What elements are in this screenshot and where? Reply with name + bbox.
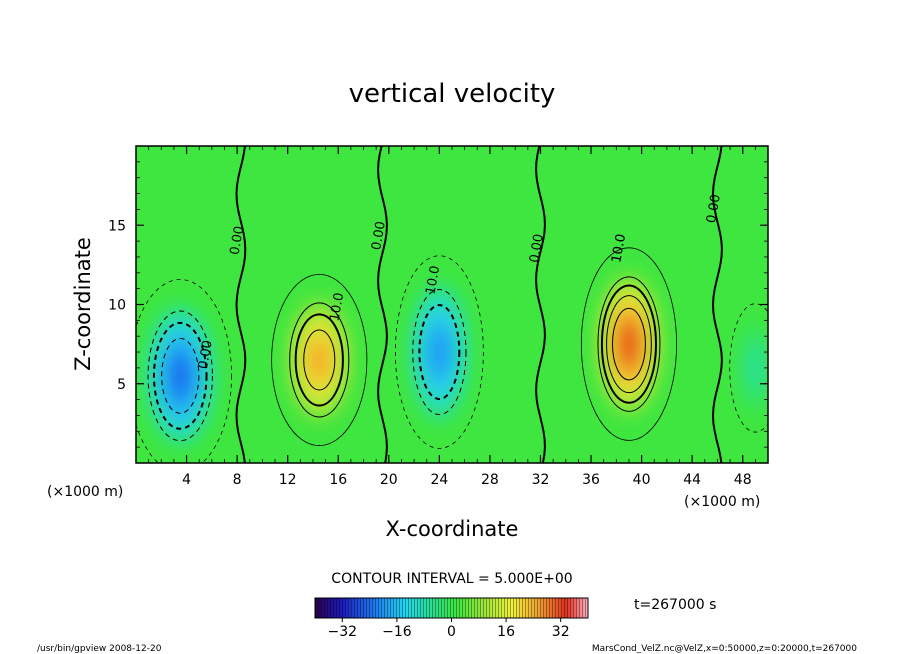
contour-line [580,247,678,441]
contour-label: 0.00 [369,220,389,251]
contour-line [303,329,336,391]
contour-line [152,321,208,430]
contour-label: 0.00 [228,225,248,256]
velocity-cell-band [750,354,761,381]
velocity-cell [409,280,470,424]
colorbar-tick-label: 32 [552,624,570,640]
contour-line [412,289,467,416]
y-axis-label: Z-coordinate [71,237,95,371]
x-tick-label: 32 [532,472,550,488]
colorbar-hatch [315,598,588,618]
colorbar-tick-label: 0 [447,624,456,640]
x-tick-label: 16 [329,472,347,488]
velocity-cell-band [310,342,329,378]
y-tick-label: 5 [117,377,126,393]
x-tick-label: 12 [279,472,297,488]
chart-title: vertical velocity [349,79,556,109]
contour-line [418,304,461,400]
contour-line [612,307,646,381]
x-unit-right: (×1000 m) [684,494,760,510]
contour-interval-text: CONTOUR INTERVAL = 5.000E+00 [331,571,572,587]
colorbar-tick-label: −32 [328,624,358,640]
contour-label: 10.0 [609,233,629,264]
contour-line [606,295,652,394]
contour-line [729,303,768,433]
colorbar: −32 −16 0 16 32 [314,597,589,640]
contour-line [289,302,350,418]
x-tick-label: 28 [481,472,499,488]
velocity-cells [144,272,768,448]
velocity-cell-band [620,324,638,364]
x-tick-label: 8 [233,472,242,488]
velocity-cell-band [431,332,448,372]
zero-contour [711,146,723,463]
y-tick-label: 15 [108,218,126,234]
contour-line [271,273,368,446]
contour-line [161,337,200,414]
contour-label: 10.0 [327,292,347,323]
contour-line [600,284,657,404]
y-tick-label: 10 [108,298,126,314]
contour-line [136,279,232,463]
x-tick-label: 20 [380,472,398,488]
contour-label: 0.00 [196,339,216,370]
x-tick-label: 4 [182,472,191,488]
x-tick-label: 44 [683,472,701,488]
velocity-cell-band [170,356,190,396]
contour-line [147,310,213,442]
contour-line [394,255,484,449]
zero-contour [377,146,388,463]
x-unit-left: (×1000 m) [47,484,123,500]
contour-label: 0.00 [704,193,724,224]
velocity-cell [144,304,216,448]
velocity-cell [596,272,662,416]
colorbar-ticks: −32 −16 0 16 32 [328,618,570,640]
x-tick-label: 36 [582,472,600,488]
zero-contour [535,146,546,463]
y-axis: 5 10 15 [108,145,768,464]
zero-contour [235,146,247,463]
x-tick-label: 24 [430,472,448,488]
contour-label: 10.0 [609,233,629,264]
footer-right: MarsCond_VelZ.nc@VelZ,x=0:50000,z=0:2000… [592,644,857,654]
contour-line [597,276,661,412]
x-tick-label: 40 [633,472,651,488]
x-axis-label: X-coordinate [386,517,519,541]
x-axis: 4 8 12 16 20 24 28 32 36 40 44 48 [135,146,769,488]
x-tick-label: 48 [734,472,752,488]
contour-label: 10.0 [423,265,443,296]
contour-label: 0.00 [527,233,547,264]
colorbar-tick-label: 16 [497,624,515,640]
footer-left: /usr/bin/gpview 2008-12-20 [37,644,162,654]
contour-line [294,313,344,407]
time-label: t=267000 s [634,597,716,613]
colorbar-tick-label: −16 [382,624,412,640]
velocity-cell [737,320,768,416]
